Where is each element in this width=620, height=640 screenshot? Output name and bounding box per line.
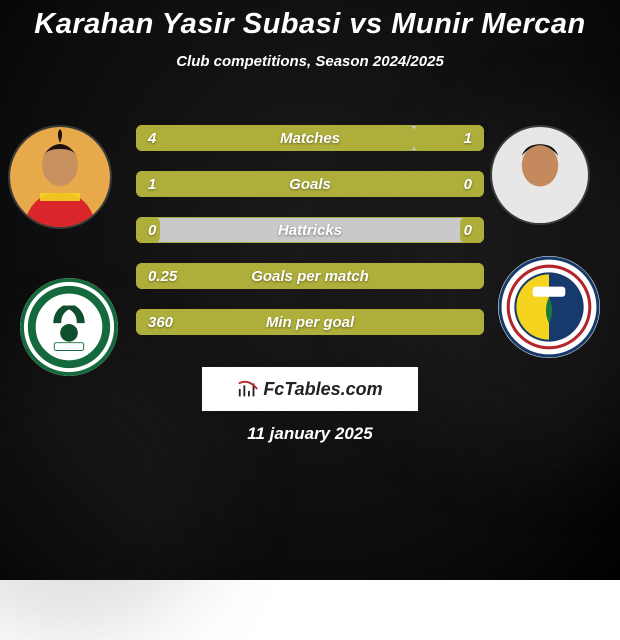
stat-row: 10Goals [136, 171, 484, 197]
fenerbahce-crest-icon [498, 256, 600, 358]
brand-text: FcTables.com [263, 379, 382, 400]
stat-row: 360Min per goal [136, 309, 484, 335]
stat-label: Matches [136, 125, 484, 151]
subtitle: Club competitions, Season 2024/2025 [0, 53, 620, 70]
stat-row: 41Matches [136, 125, 484, 151]
stats-bars: 41Matches 10Goals 00Hattricks 0.25Goals per… [136, 125, 484, 355]
page-title: Karahan Yasir Subasi vs Munir Mercan [0, 0, 620, 41]
player-right-silhouette [492, 127, 588, 223]
comparison-card: Karahan Yasir Subasi vs Munir Mercan Clu… [0, 0, 620, 580]
konyaspor-crest-icon [20, 278, 118, 376]
player-left-silhouette [10, 127, 110, 227]
stat-label: Hattricks [136, 217, 484, 243]
stat-label: Goals [136, 171, 484, 197]
stat-row: 00Hattricks [136, 217, 484, 243]
brand-box[interactable]: FcTables.com [202, 367, 418, 411]
date-text: 11 january 2025 [0, 424, 620, 444]
brand-logo-icon [237, 378, 259, 400]
club-right-badge [498, 256, 600, 358]
stat-row: 0.25Goals per match [136, 263, 484, 289]
player-left-avatar [8, 125, 112, 229]
club-left-badge [20, 278, 118, 376]
player-right-avatar [490, 125, 590, 225]
stat-label: Goals per match [136, 263, 484, 289]
stat-label: Min per goal [136, 309, 484, 335]
